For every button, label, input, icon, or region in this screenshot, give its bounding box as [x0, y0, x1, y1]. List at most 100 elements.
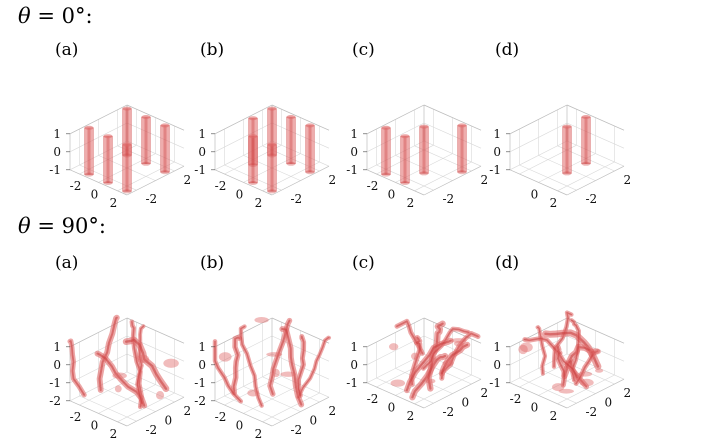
vortex-tube [457, 123, 467, 175]
y-tick-label: -2 [443, 192, 455, 206]
tube-base [160, 170, 170, 175]
vortex-blob [578, 371, 593, 377]
tube-cap [581, 115, 591, 119]
vortex-blob [114, 385, 122, 393]
vortex-tube [562, 124, 572, 176]
tube-cap [248, 116, 258, 121]
tube-cap [305, 123, 315, 128]
panel-label: (a) [55, 253, 79, 273]
tube-core [125, 108, 129, 156]
box-edge [566, 317, 625, 344]
isosurface-plot: 10-1-2-202 -202 [194, 316, 336, 441]
z-tick-label: 0 [493, 358, 501, 372]
vortex-filament-core [536, 326, 546, 375]
z-tick-label: 0 [53, 145, 61, 159]
vortex-blob [552, 383, 565, 392]
z-tick-label: 0 [350, 358, 358, 372]
box-edge [271, 317, 330, 344]
tube-core [251, 136, 255, 183]
vortex-filament-core [136, 325, 145, 405]
vortex-blob [247, 389, 259, 397]
x-tick-label: 0 [531, 400, 539, 414]
isosurface-plot: 10-1-202 -22 [346, 104, 488, 210]
vortex-tube [381, 125, 391, 177]
panel-theta0-b: (b) 1 0 -1 -2 0 2 -2 2 [194, 40, 340, 210]
grid-line [117, 376, 175, 403]
tube-core [270, 108, 274, 156]
axis-box [69, 317, 185, 427]
tube-base [581, 161, 591, 166]
tube-base [457, 170, 467, 175]
tube-cap [286, 115, 296, 119]
x-tick-label: 0 [531, 187, 539, 201]
tube-cap [400, 134, 410, 139]
z-tick-label: -1 [489, 163, 501, 177]
panel-label: (d) [495, 253, 520, 273]
theta-value: = 0 [30, 4, 75, 28]
box-edge [126, 165, 185, 196]
vortex-filament-core [232, 336, 241, 394]
box-edge [509, 382, 568, 409]
tube-core [308, 125, 312, 173]
y-tick-label: 2 [329, 173, 337, 187]
box-edge [423, 378, 482, 409]
vortex-tube [141, 115, 151, 166]
panel-theta90-d: (d) 1 0 -1 -2 0 2 -2 0 2 [489, 253, 635, 423]
x-tick-label: 2 [255, 196, 263, 210]
tube-cap [267, 106, 277, 111]
box-edge [126, 104, 185, 131]
panel-theta0-a: (a) 1 0 -1 -2 0 2 -2 2 [49, 40, 195, 210]
isosurface-plot: 10-1-202 -202 [346, 317, 488, 423]
panel-theta90-a: (a) 1 0 -1 -2 -2 0 2 -2 0 2 [49, 253, 195, 441]
tube-core [460, 125, 464, 173]
box-edge [214, 169, 273, 196]
x-tick-label: 2 [110, 196, 118, 210]
y-tick-label: 0 [605, 396, 613, 410]
vortex-tube [419, 124, 429, 176]
tube-base [122, 189, 132, 194]
vortex-blob [518, 344, 528, 355]
vortex-blob [411, 352, 419, 360]
vortex-blob [163, 358, 179, 368]
vortex-filament-core [240, 325, 263, 407]
tube-cap [141, 115, 151, 119]
x-tick-label: 2 [550, 409, 558, 423]
tube-cap [84, 125, 94, 130]
y-tick-label: 2 [624, 386, 632, 400]
vortex-filament-core [405, 339, 452, 392]
vortex-filament-core [575, 350, 599, 385]
z-tick-label: -1 [346, 163, 358, 177]
box-edge [271, 104, 330, 131]
z-tick-label: -2 [49, 394, 61, 408]
isosurface-plot: 10-1-202 -22 [49, 104, 191, 210]
row-heading-theta-0: θ = 0°: [18, 4, 93, 28]
vortex-blob [266, 352, 283, 357]
x-tick-label: 2 [407, 196, 415, 210]
x-tick-label: 0 [236, 418, 244, 432]
vortex-blob [388, 343, 399, 351]
vortex-filament-core [69, 340, 86, 396]
z-tick-label: -1 [194, 163, 206, 177]
x-tick-label: 0 [388, 400, 396, 414]
row-heading-theta-90: θ = 90°: [18, 214, 106, 238]
box-edge [423, 104, 482, 131]
box-edge [366, 169, 425, 196]
vortex-blob [450, 338, 467, 343]
box-edge [126, 317, 185, 344]
vortex-blob [112, 372, 127, 379]
vortex-tube [160, 123, 170, 175]
x-tick-label: 0 [91, 418, 99, 432]
vortex-tube [248, 134, 258, 185]
tube-core [584, 117, 588, 164]
degree-suffix: °: [88, 214, 106, 238]
vortex-filament-core [422, 328, 469, 370]
x-tick-label: -2 [215, 179, 227, 193]
panel-label: (d) [495, 40, 520, 60]
box-edge [214, 400, 273, 427]
tube-cap [419, 124, 429, 129]
isosurface-plot: 10-102 -22 [489, 104, 631, 210]
x-tick-label: 2 [407, 409, 415, 423]
z-tick-label: 1 [350, 127, 358, 141]
vortex-tube [400, 134, 410, 185]
panel-label: (c) [352, 253, 375, 273]
